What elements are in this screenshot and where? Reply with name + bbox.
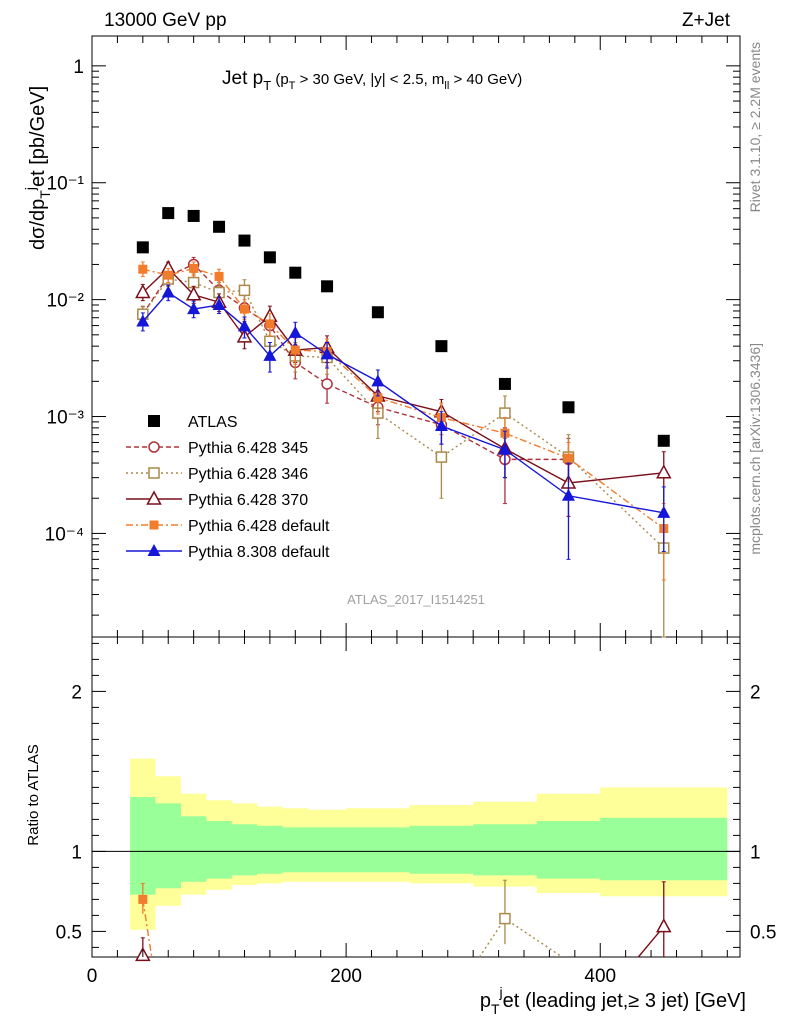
data-point-p370 [656,464,672,479]
data-point-data [187,209,200,222]
data-point-p6def [290,345,300,355]
y-tick-label: 10⁻³ [47,408,85,429]
ratio-series-p370 [637,881,672,958]
process-label: Z+Jet [682,10,731,31]
legend-marker-p8def [147,544,161,556]
series-data [136,207,670,447]
legend-label-p6def: Pythia 6.428 default [188,518,330,535]
data-point-p8def [561,488,575,501]
x-tick-label: 400 [584,966,616,987]
data-point-data [657,434,670,447]
data-point-p370 [185,286,202,301]
data-point-p8def [498,442,512,455]
x-tick-label: 200 [330,966,362,987]
ratio-y-tick-label-right: 1 [750,842,761,863]
data-point-p8def [371,374,385,387]
data-point-data [289,266,302,279]
x-axis-label: pTjet (leading jet,≥ 3 jet) [GeV] [480,984,746,1017]
ratio-point-p346 [499,912,511,925]
legend-marker-p345 [148,441,160,453]
ratio-y-tick-label: 1 [71,842,82,863]
plot-title: Jet pT (pT > 30 GeV, |y| < 2.5, mll > 40… [222,68,522,93]
data-point-p8def [237,319,251,332]
y-tick-label: 1 [73,57,84,78]
analysis-id-label: ATLAS_2017_I1514251 [347,592,485,607]
data-point-p346 [435,451,448,463]
data-point-data [213,220,226,233]
ratio-axes: 0 200 400 0.5 0.5 1 1 2 2 [56,637,776,987]
main-y-axis-label: dσ/dpTjet [pb/GeV] [22,86,53,250]
ratio-series-p6def [138,882,153,958]
data-point-p6def [239,304,249,314]
y-tick-label: 10⁻² [47,291,85,312]
data-point-p8def [263,348,277,361]
data-point-data [498,377,511,390]
data-point-p8def [320,347,334,360]
main-plot-frame [91,35,741,638]
data-point-p8def [288,325,302,338]
data-point-p6def [563,453,573,463]
y-tick-label: 10⁻⁴ [45,524,84,545]
data-point-data [136,241,149,254]
data-point-p8def [161,285,175,298]
data-point-p8def [187,302,201,315]
legend-label-data: ATLAS [188,414,238,431]
data-point-p6def [138,264,148,274]
data-point-p8def [657,505,671,518]
uncertainty-band-inner [130,797,728,895]
main-series-group [135,207,672,638]
legend-label-p8def: Pythia 8.308 default [188,544,330,561]
x-tick-label: 0 [87,966,98,987]
legend-label-p345: Pythia 6.428 345 [188,440,308,457]
ratio-y-tick-label-right: 0.5 [750,922,776,943]
data-point-p346 [499,407,511,419]
data-point-p345 [321,378,333,390]
energy-label: 13000 GeV pp [104,10,227,31]
ratio-line-p6def [142,899,153,958]
ratio-y-axis-label: Ratio to ATLAS [25,744,42,845]
data-point-data [435,340,448,353]
legend-label-p370: Pythia 6.428 370 [188,492,308,509]
data-point-p6def [163,270,173,280]
main-axes: 1 10⁻¹ 10⁻² 10⁻³ 10⁻⁴ [45,36,740,637]
data-point-p6def [214,271,224,281]
legend-marker-p370 [146,490,162,505]
ratio-y-tick-label: 2 [71,682,82,703]
y-tick-label: 10⁻¹ [47,174,85,195]
data-point-data [162,207,175,220]
legend-marker-data [148,415,160,427]
ratio-point-p6def [138,894,148,904]
data-point-p6def [373,393,383,403]
legend-label-p346: Pythia 6.428 346 [188,466,308,483]
data-point-p6def [265,319,275,329]
data-point-data [371,306,384,319]
ratio-y-tick-label-right: 2 [750,682,761,703]
data-point-p8def [434,418,448,431]
data-point-data [263,251,276,264]
ratio-series-p346 [478,879,563,958]
data-point-p8def [136,314,150,327]
ratio-series-group [135,879,672,962]
legend: ATLAS Pythia 6.428 345 Pythia 6.428 346 Pyt… [126,414,330,561]
ratio-bands [92,758,740,930]
data-point-p346 [238,284,251,297]
data-point-data [562,401,575,414]
data-point-data [321,280,334,293]
data-point-data [238,234,251,247]
data-point-p8def [212,297,226,310]
legend-marker-p6def [149,520,159,530]
rivet-label: Rivet 3.1.10, ≥ 2.2M events [747,42,763,212]
data-point-p6def [189,263,199,273]
legend-marker-p346 [148,467,160,479]
mcplots-label: mcplots.cern.ch [arXiv:1306.3436] [747,343,763,555]
series-p8def [136,284,671,560]
ratio-point-p370 [656,918,672,933]
data-point-p370 [135,283,151,299]
ratio-y-tick-label: 0.5 [56,922,82,943]
